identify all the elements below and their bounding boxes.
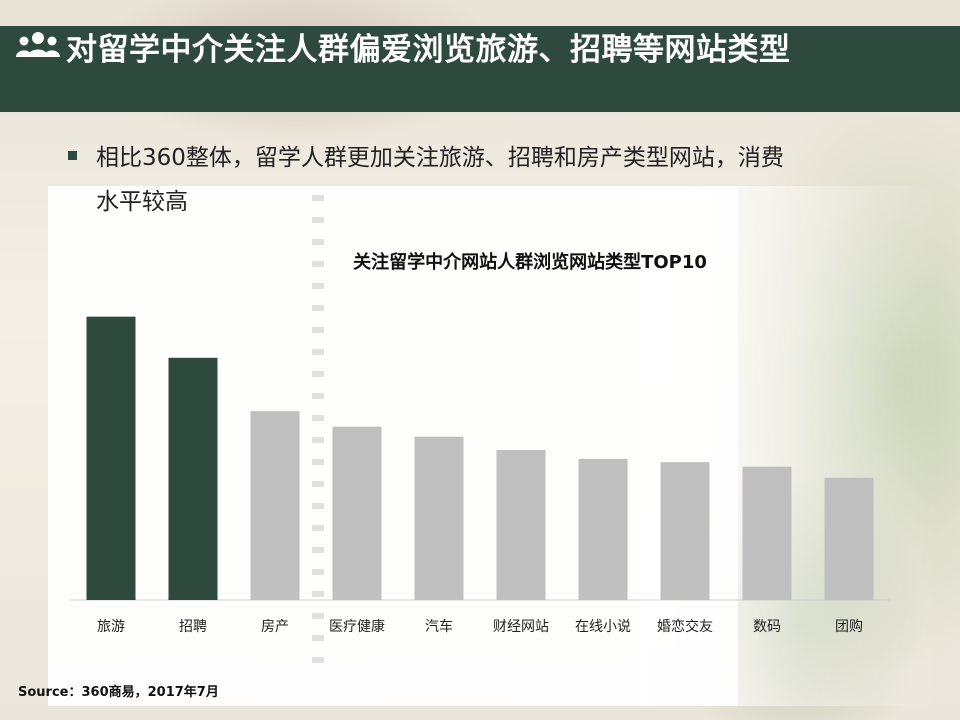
bar-4 [332,426,382,600]
bar-chart: 旅游 招聘 房产 医疗健康 汽车 财经网站 在线小说 婚恋交友 数码 团购 [70,316,890,635]
bar-8 [660,462,710,600]
x-tick-label: 财经网站 [493,619,549,635]
bar-9 [742,466,792,600]
bullet-text-line2: 水平较高 [96,189,188,215]
people-group-icon [16,32,60,57]
x-tick-label: 汽车 [425,618,453,635]
chart-title: 关注留学中介网站人群浏览网站类型TOP10 [353,252,707,273]
x-tick-label: 团购 [835,619,863,635]
bar-7 [578,458,628,600]
bar-6 [496,450,546,600]
paper-fade [640,186,940,706]
bar-1 [86,316,136,600]
bar-5 [414,436,464,600]
title-bar [0,26,960,112]
x-tick-label: 在线小说 [575,619,631,635]
notebook-rings [312,195,324,675]
bullet-marker [68,151,77,160]
source-note: Source：360商易，2017年7月 [18,685,219,700]
x-tick-label: 招聘 [179,619,207,635]
x-tick-label: 房产 [261,619,289,635]
bar-10 [824,477,874,600]
bar-2 [168,357,218,600]
x-tick-label: 婚恋交友 [657,618,713,635]
notebook-paper [48,186,738,706]
x-tick-label: 医疗健康 [329,618,385,635]
bar-3 [250,411,300,600]
page-title: 对留学中介关注人群偏爱浏览旅游、招聘等网站类型 [66,32,791,68]
x-tick-label: 数码 [753,619,781,635]
bullet-text-line1: 相比360整体，留学人群更加关注旅游、招聘和房产类型网站，消费 [96,145,784,171]
x-tick-label: 旅游 [97,619,125,635]
